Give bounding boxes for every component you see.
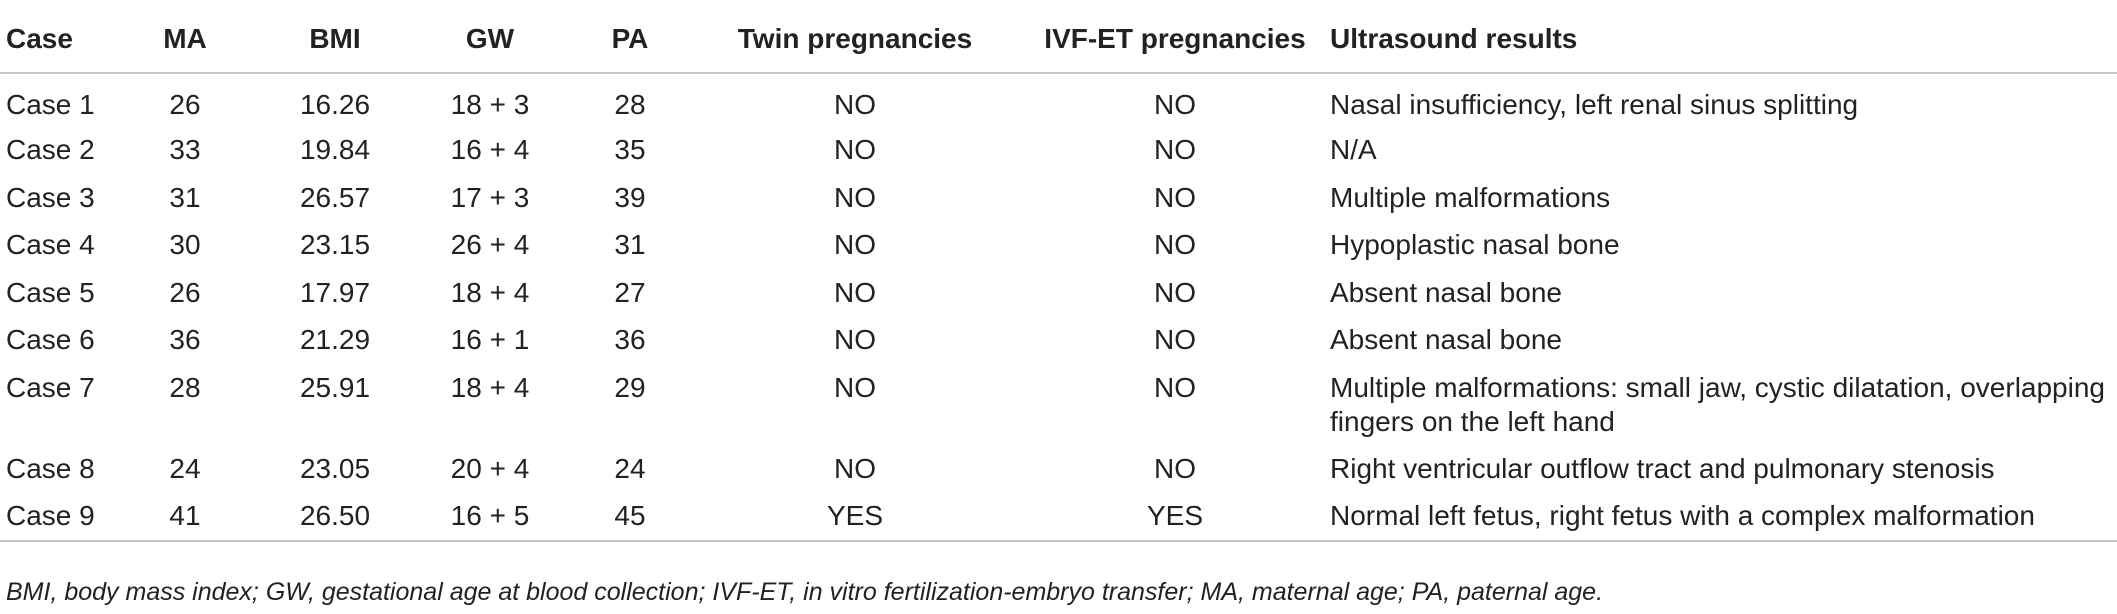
cell-ultrasound: Multiple malformations <box>1330 181 1611 213</box>
cell-ultrasound: Absent nasal bone <box>1330 276 1562 308</box>
cell-ma: 33 <box>169 134 201 165</box>
cell-bmi: 16.26 <box>299 89 371 120</box>
cell-ivf: NO <box>1154 134 1196 165</box>
cell-case: Case 1 <box>6 89 95 120</box>
header-gw: GW <box>410 6 570 74</box>
cell-pa: 31 <box>614 229 646 260</box>
cell-bmi: 25.91 <box>299 371 371 403</box>
cell-gw: 16 + 1 <box>450 324 530 355</box>
cell-ma: 28 <box>169 371 201 403</box>
cell-bmi: 26.50 <box>260 489 410 542</box>
cell-twin: NO <box>834 452 876 484</box>
table-row: Case 8 24 23.05 20 + 4 24 NO NO Right ventricul… <box>0 442 2117 490</box>
cell-ma: 41 <box>110 489 260 542</box>
table-body: Case 1 26 16.26 18 + 3 28 NO NO Nasal insuffici… <box>0 73 2117 542</box>
cell-ultrasound: Nasal insufficiency, left renal sinus sp… <box>1330 89 1859 120</box>
cell-ivf: NO <box>1154 452 1196 484</box>
cell-case: Case 4 <box>6 229 95 260</box>
cell-twin: NO <box>834 181 876 213</box>
table-row: Case 9 41 26.50 16 + 5 45 YES YES Normal left f… <box>0 489 2117 542</box>
cell-bmi: 23.05 <box>299 452 371 484</box>
header-pa: PA <box>570 6 690 74</box>
cell-ultrasound: Absent nasal bone <box>1330 324 1562 355</box>
cell-ivf: YES <box>1020 489 1330 542</box>
cell-gw: 16 + 4 <box>450 134 530 165</box>
case-table: Case MA BMI GW PA Twin pregnancies IVF-E… <box>0 6 2117 542</box>
table-row: Case 6 36 21.29 16 + 1 36 NO NO Absent nasal bo… <box>0 313 2117 361</box>
cell-case: Case 5 <box>6 276 95 308</box>
header-twin: Twin pregnancies <box>690 6 1020 74</box>
header-ivf: IVF-ET pregnancies <box>1020 6 1330 74</box>
cell-ma: 36 <box>169 324 201 355</box>
cell-ivf: NO <box>1154 324 1196 355</box>
cell-gw: 18 + 4 <box>450 276 530 308</box>
cell-pa: 39 <box>614 181 646 213</box>
cell-ivf: NO <box>1154 229 1196 260</box>
cell-pa: 28 <box>614 89 646 120</box>
table-row: Case 4 30 23.15 26 + 4 31 NO NO Hypoplastic nas… <box>0 218 2117 266</box>
cell-bmi: 26.57 <box>299 181 371 213</box>
cell-ma: 30 <box>169 229 201 260</box>
cell-gw: 26 + 4 <box>450 229 530 260</box>
cell-gw: 18 + 3 <box>450 89 530 120</box>
cell-ivf: NO <box>1154 371 1196 403</box>
cell-case: Case 8 <box>6 452 95 484</box>
cell-ma: 26 <box>169 276 201 308</box>
cell-bmi: 19.84 <box>299 134 371 165</box>
cell-case: Case 7 <box>6 371 95 403</box>
cell-pa: 27 <box>614 276 646 308</box>
cell-case: Case 3 <box>6 181 95 213</box>
cell-bmi: 17.97 <box>299 276 371 308</box>
table-row: Case 2 33 19.84 16 + 4 35 NO NO N/A <box>0 123 2117 171</box>
cell-pa: 35 <box>614 134 646 165</box>
table-row: Case 3 31 26.57 17 + 3 39 NO NO Multiple malfor… <box>0 171 2117 219</box>
table-row: Case 1 26 16.26 18 + 3 28 NO NO Nasal insuffici… <box>0 73 2117 123</box>
cell-ultrasound: N/A <box>1330 134 1377 165</box>
header-case: Case <box>0 6 110 74</box>
table-row: Case 7 28 25.91 18 + 4 29 NO NO Multiple malfor… <box>0 361 2117 442</box>
cell-twin: NO <box>834 371 876 403</box>
cell-gw: 16 + 5 <box>410 489 570 542</box>
cell-bmi: 21.29 <box>299 324 371 355</box>
cell-case: Case 6 <box>6 324 95 355</box>
table-footnote: BMI, body mass index; GW, gestational ag… <box>6 578 1604 606</box>
cell-ultrasound: Normal left fetus, right fetus with a co… <box>1330 489 2117 542</box>
cell-twin: NO <box>834 276 876 308</box>
cell-ultrasound: Multiple malformations: small jaw, cysti… <box>1330 371 2105 437</box>
cell-twin: NO <box>834 229 876 260</box>
cell-gw: 17 + 3 <box>450 181 530 213</box>
cell-ivf: NO <box>1154 89 1196 120</box>
cell-ivf: NO <box>1154 276 1196 308</box>
header-bmi: BMI <box>260 6 410 74</box>
header-row: Case MA BMI GW PA Twin pregnancies IVF-E… <box>0 6 2117 74</box>
header-ma: MA <box>110 6 260 74</box>
cell-ma: 26 <box>169 89 201 120</box>
cell-case: Case 9 <box>0 489 110 542</box>
cell-gw: 18 + 4 <box>450 371 530 403</box>
cell-case: Case 2 <box>6 134 95 165</box>
header-ultrasound: Ultrasound results <box>1330 6 2117 74</box>
cell-twin: YES <box>690 489 1020 542</box>
cell-pa: 29 <box>614 371 646 403</box>
cell-pa: 24 <box>614 452 646 484</box>
cell-twin: NO <box>834 89 876 120</box>
cell-pa: 36 <box>614 324 646 355</box>
cell-ma: 24 <box>169 452 201 484</box>
cell-ultrasound: Hypoplastic nasal bone <box>1330 229 1620 260</box>
cell-twin: NO <box>834 134 876 165</box>
cell-twin: NO <box>834 324 876 355</box>
cell-gw: 20 + 4 <box>450 452 530 484</box>
cell-ivf: NO <box>1154 181 1196 213</box>
table-row: Case 5 26 17.97 18 + 4 27 NO NO Absent nasal bo… <box>0 266 2117 314</box>
cell-ultrasound: Right ventricular outflow tract and pulm… <box>1330 452 1995 484</box>
cell-pa: 45 <box>570 489 690 542</box>
cell-bmi: 23.15 <box>299 229 371 260</box>
cell-ma: 31 <box>169 181 201 213</box>
